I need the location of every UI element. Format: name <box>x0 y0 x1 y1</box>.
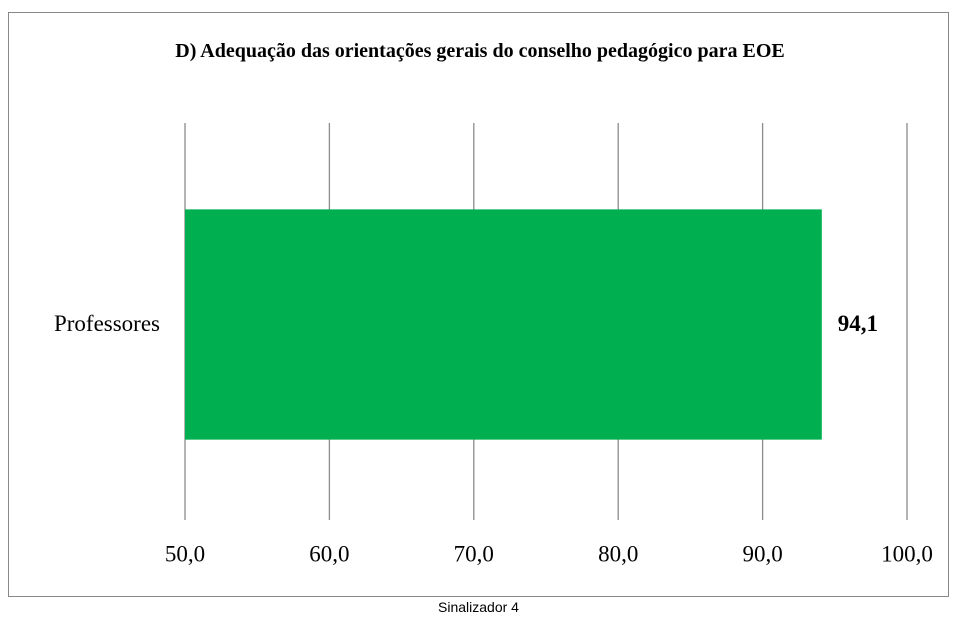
caption: Sinalizador 4 <box>438 599 519 615</box>
x-tick-label: 90,0 <box>742 541 782 566</box>
x-tick-label: 70,0 <box>454 541 494 566</box>
x-tick-label: 60,0 <box>309 541 349 566</box>
y-tick-label: Professores <box>54 311 160 336</box>
chart-title: D) Adequação das orientações gerais do c… <box>175 40 785 62</box>
chart-border <box>8 12 949 597</box>
x-tick-label: 100,0 <box>881 541 933 566</box>
data-label: 94,1 <box>838 311 878 336</box>
x-tick-label: 50,0 <box>165 541 205 566</box>
x-tick-label: 80,0 <box>598 541 638 566</box>
bar <box>185 209 822 440</box>
